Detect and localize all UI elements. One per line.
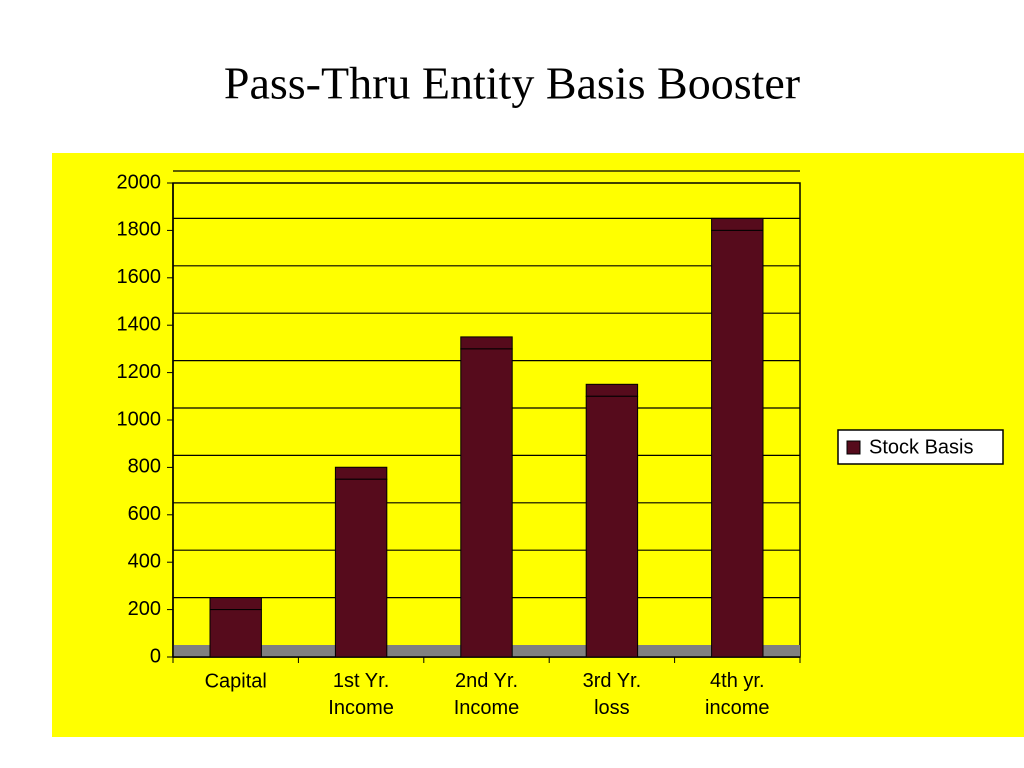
legend-box bbox=[837, 429, 1004, 465]
y-tick-label: 1200 bbox=[117, 361, 162, 383]
bar-top bbox=[334, 466, 388, 480]
bar-top bbox=[585, 383, 639, 397]
x-tick-label: 4th yr. income bbox=[705, 670, 769, 719]
bar bbox=[711, 229, 764, 658]
bar bbox=[460, 348, 513, 658]
x-tick-label: Capital bbox=[205, 670, 267, 692]
y-tick-label: 200 bbox=[128, 598, 161, 620]
y-tick-label: 800 bbox=[128, 456, 161, 478]
chart-title: Pass-Thru Entity Basis Booster bbox=[224, 58, 800, 109]
legend-swatch bbox=[846, 440, 861, 455]
bar-top bbox=[711, 217, 764, 231]
y-tick-label: 1000 bbox=[117, 408, 162, 430]
x-tick-label: 1st Yr. Income bbox=[328, 670, 394, 719]
y-tick-label: 400 bbox=[128, 550, 161, 572]
y-tick-label: 1600 bbox=[117, 266, 162, 288]
bar bbox=[585, 395, 639, 658]
bar bbox=[334, 478, 388, 658]
y-tick-label: 0 bbox=[150, 645, 161, 667]
bar-top bbox=[209, 597, 262, 611]
bar-top bbox=[460, 336, 513, 350]
y-tick-label: 600 bbox=[128, 503, 161, 525]
x-tick-label: 3rd Yr. loss bbox=[583, 670, 642, 719]
legend-label: Stock Basis bbox=[869, 436, 973, 458]
x-tick-label: 2nd Yr. Income bbox=[454, 670, 520, 719]
bar bbox=[209, 609, 262, 658]
y-tick-label: 1800 bbox=[117, 219, 162, 241]
y-tick-label: 1400 bbox=[117, 313, 162, 335]
y-tick-label: 2000 bbox=[117, 171, 162, 193]
